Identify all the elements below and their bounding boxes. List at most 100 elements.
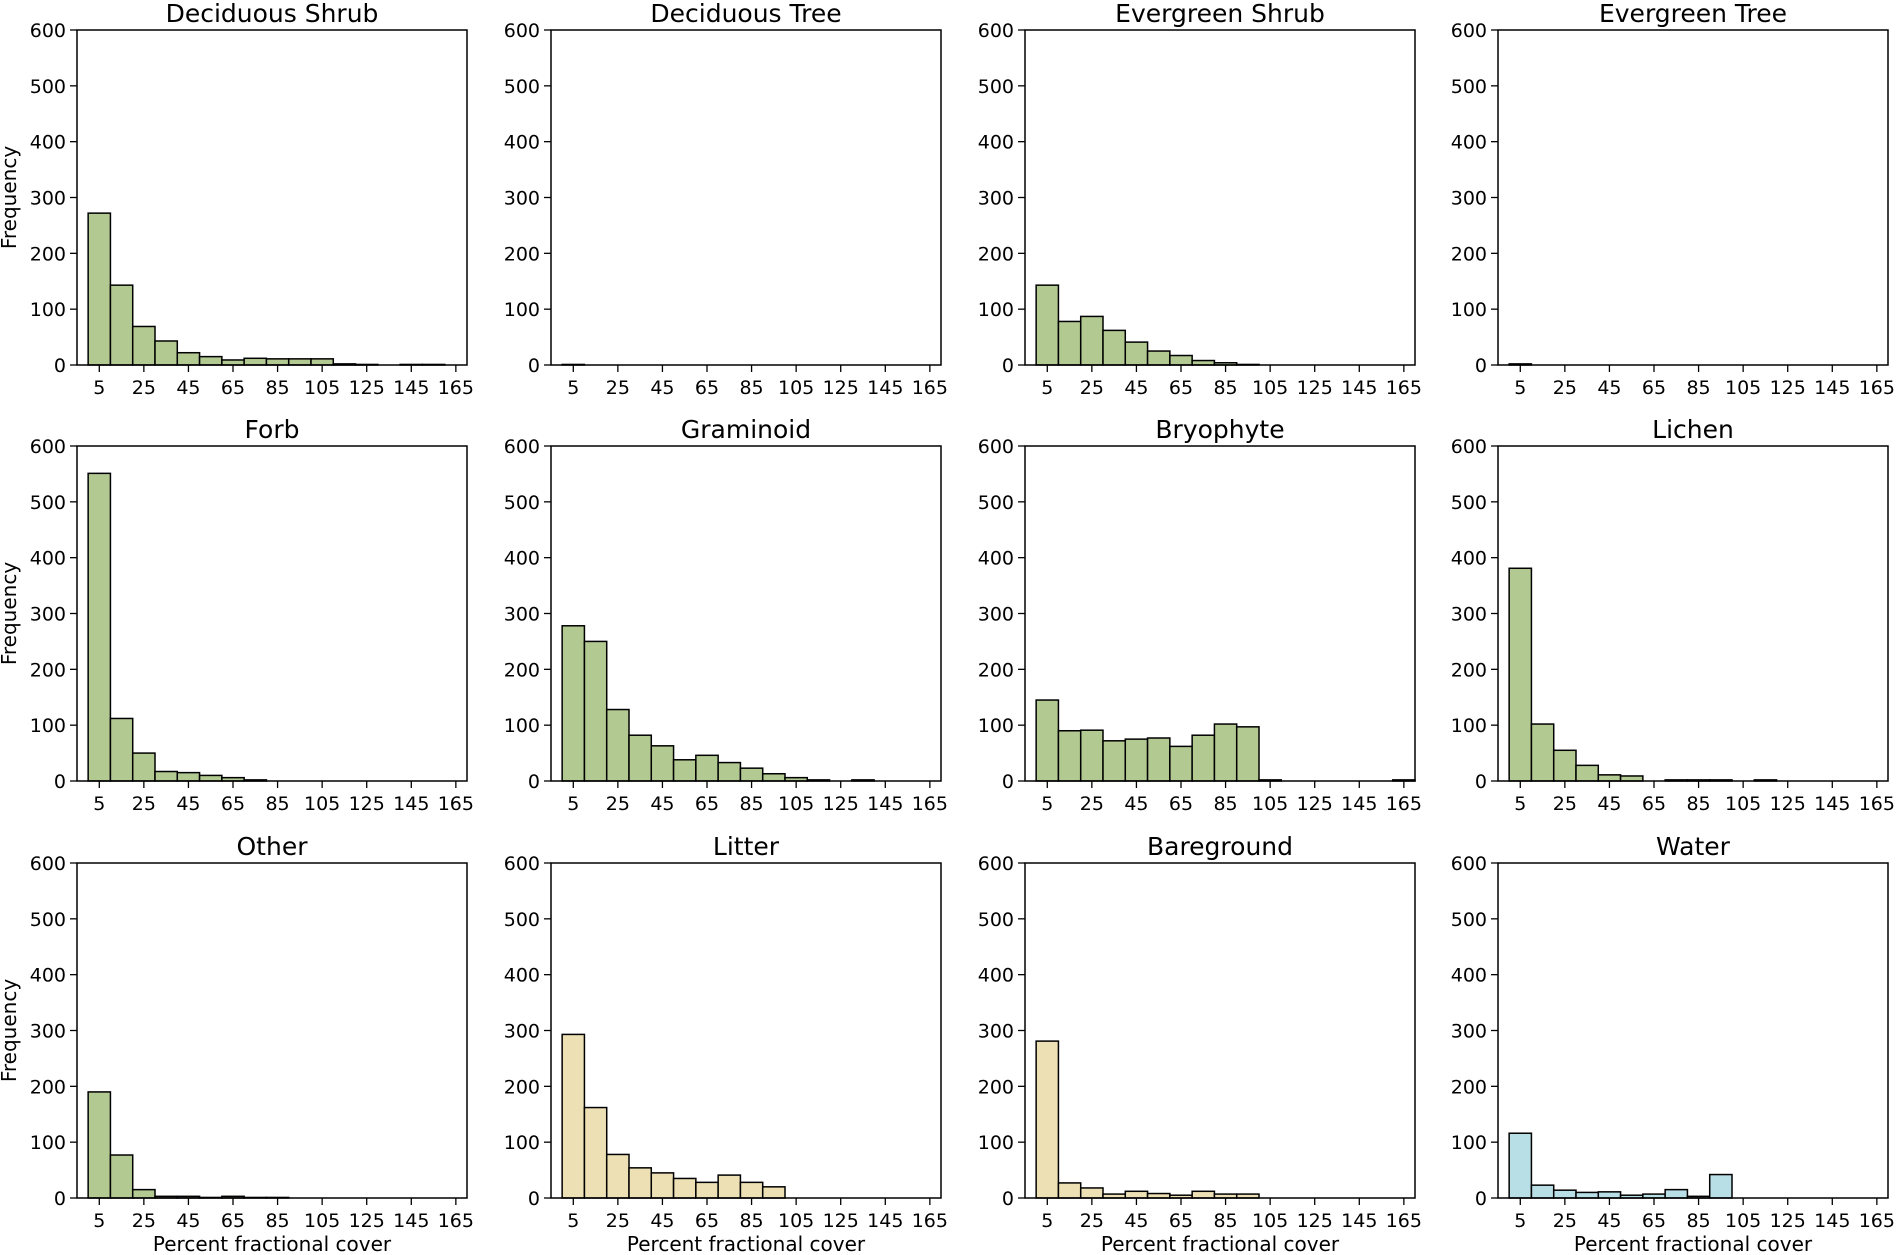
lichen-ytick-label: 300 bbox=[1451, 604, 1487, 626]
evergreen-shrub-xtick-label: 65 bbox=[1169, 377, 1193, 399]
forb-xtick-label: 105 bbox=[304, 793, 340, 815]
evergreen-tree-xtick-label: 125 bbox=[1770, 377, 1806, 399]
litter-xtick-label: 5 bbox=[567, 1210, 579, 1232]
litter-xtick-label: 25 bbox=[606, 1210, 630, 1232]
deciduous-shrub-ylabel: Frequency bbox=[0, 146, 21, 249]
other-xlabel: Percent fractional cover bbox=[153, 1232, 392, 1255]
water-ytick-label: 200 bbox=[1451, 1076, 1487, 1098]
litter-xtick-label: 145 bbox=[867, 1210, 903, 1232]
bryophyte-ytick-label: 500 bbox=[978, 492, 1014, 514]
lichen-ytick-label: 100 bbox=[1451, 715, 1487, 737]
other-xtick-label: 145 bbox=[393, 1210, 429, 1232]
evergreen-shrub-ytick-label: 300 bbox=[978, 188, 1014, 210]
evergreen-shrub-ytick-label: 600 bbox=[978, 20, 1014, 42]
other-bar-2 bbox=[131, 1188, 156, 1199]
evergreen-shrub-bar-4 bbox=[1124, 341, 1149, 366]
other-bar-1 bbox=[109, 1154, 134, 1199]
water-ytick-label: 300 bbox=[1451, 1021, 1487, 1043]
lichen-bar-2 bbox=[1552, 749, 1577, 782]
graminoid-bar-9 bbox=[761, 772, 786, 782]
lichen-xtick-label: 5 bbox=[1514, 793, 1526, 815]
litter-bar-1 bbox=[583, 1106, 608, 1199]
deciduous-shrub-ytick-label: 0 bbox=[54, 355, 66, 377]
deciduous-shrub-ytick-label: 300 bbox=[30, 188, 66, 210]
deciduous-shrub-ytick-label: 600 bbox=[30, 20, 66, 42]
other-ytick-label: 200 bbox=[30, 1076, 66, 1098]
forb-bar-5 bbox=[198, 774, 223, 782]
bryophyte-xtick-label: 65 bbox=[1169, 793, 1193, 815]
evergreen-tree-ytick-label: 0 bbox=[1475, 355, 1487, 377]
water-ytick-label: 100 bbox=[1451, 1132, 1487, 1154]
lichen-xtick-label: 145 bbox=[1814, 793, 1850, 815]
deciduous-shrub-xtick-label: 125 bbox=[349, 377, 385, 399]
other-ytick-label: 300 bbox=[30, 1021, 66, 1043]
evergreen-shrub-xtick-label: 5 bbox=[1041, 377, 1053, 399]
panel-bryophyte: 0 100 200 300 400 500 600 5 25 45 65 85 105 125 145 165… bbox=[978, 415, 1422, 815]
other-xtick-label: 125 bbox=[349, 1210, 385, 1232]
litter-xtick-label: 65 bbox=[695, 1210, 719, 1232]
panel-forb: 0 100 200 300 400 500 600 5 25 45 65 85 105 125 145 165… bbox=[0, 415, 474, 815]
litter-xtick-label: 125 bbox=[823, 1210, 859, 1232]
forb-xtick-label: 85 bbox=[265, 793, 289, 815]
deciduous-shrub-title: Deciduous Shrub bbox=[166, 0, 379, 28]
litter-xtick-label: 105 bbox=[778, 1210, 814, 1232]
bryophyte-ytick-label: 0 bbox=[1002, 771, 1014, 793]
lichen-xtick-label: 65 bbox=[1642, 793, 1666, 815]
water-bar-7 bbox=[1664, 1188, 1689, 1199]
litter-title: Litter bbox=[713, 832, 780, 861]
other-xtick-label: 65 bbox=[221, 1210, 245, 1232]
panel-litter: 0 100 200 300 400 500 600 5 25 45 65 85 105 125 145 165… bbox=[504, 832, 948, 1255]
other-axes-frame bbox=[76, 862, 468, 1199]
deciduous-shrub-xtick-label: 85 bbox=[265, 377, 289, 399]
deciduous-shrub-axes-frame bbox=[76, 29, 468, 366]
evergreen-shrub-ytick-label: 400 bbox=[978, 132, 1014, 154]
lichen-title: Lichen bbox=[1652, 415, 1734, 444]
deciduous-tree-title: Deciduous Tree bbox=[650, 0, 841, 28]
deciduous-shrub-xtick-label: 165 bbox=[438, 377, 474, 399]
lichen-bar-4 bbox=[1597, 774, 1622, 782]
deciduous-shrub-bar-4 bbox=[176, 351, 201, 366]
lichen-bar-0 bbox=[1508, 567, 1533, 782]
deciduous-shrub-bar-7 bbox=[243, 357, 268, 366]
deciduous-shrub-xtick-label: 25 bbox=[132, 377, 156, 399]
forb-ytick-label: 200 bbox=[30, 659, 66, 681]
litter-axes-frame bbox=[550, 862, 942, 1199]
forb-title: Forb bbox=[245, 415, 300, 444]
bryophyte-bar-3 bbox=[1102, 740, 1127, 782]
other-ytick-label: 0 bbox=[54, 1188, 66, 1210]
forb-ytick-label: 100 bbox=[30, 715, 66, 737]
panel-evergreen-shrub: 0 100 200 300 400 500 600 5 25 45 65 85 105 125 145 165… bbox=[978, 0, 1422, 399]
litter-ytick-label: 200 bbox=[504, 1076, 540, 1098]
litter-xtick-label: 45 bbox=[650, 1210, 674, 1232]
panel-lichen: 0 100 200 300 400 500 600 5 25 45 65 85 105 125 145 165… bbox=[1451, 415, 1895, 815]
water-ytick-label: 400 bbox=[1451, 965, 1487, 987]
bryophyte-ytick-label: 200 bbox=[978, 659, 1014, 681]
bareground-ytick-label: 600 bbox=[978, 853, 1014, 875]
bareground-xtick-label: 65 bbox=[1169, 1210, 1193, 1232]
evergreen-tree-xtick-label: 25 bbox=[1553, 377, 1577, 399]
other-xtick-label: 165 bbox=[438, 1210, 474, 1232]
evergreen-shrub-bar-6 bbox=[1169, 354, 1193, 366]
other-xtick-label: 85 bbox=[265, 1210, 289, 1232]
litter-ytick-label: 300 bbox=[504, 1021, 540, 1043]
bareground-xtick-label: 85 bbox=[1213, 1210, 1237, 1232]
evergreen-tree-xtick-label: 105 bbox=[1725, 377, 1761, 399]
deciduous-tree-ytick-label: 300 bbox=[504, 188, 540, 210]
litter-ytick-label: 100 bbox=[504, 1132, 540, 1154]
bryophyte-ytick-label: 600 bbox=[978, 436, 1014, 458]
other-ytick-label: 600 bbox=[30, 853, 66, 875]
forb-ytick-label: 600 bbox=[30, 436, 66, 458]
litter-xtick-label: 85 bbox=[739, 1210, 763, 1232]
graminoid-xtick-label: 45 bbox=[650, 793, 674, 815]
evergreen-shrub-xtick-label: 105 bbox=[1252, 377, 1288, 399]
other-xtick-label: 5 bbox=[93, 1210, 105, 1232]
lichen-xtick-label: 45 bbox=[1597, 793, 1621, 815]
water-bar-0 bbox=[1508, 1132, 1533, 1199]
litter-ytick-label: 400 bbox=[504, 965, 540, 987]
litter-ytick-label: 600 bbox=[504, 853, 540, 875]
deciduous-shrub-xtick-label: 65 bbox=[221, 377, 245, 399]
forb-xtick-label: 5 bbox=[93, 793, 105, 815]
bryophyte-bar-6 bbox=[1169, 745, 1193, 782]
water-xtick-label: 65 bbox=[1642, 1210, 1666, 1232]
forb-bar-1 bbox=[109, 717, 134, 782]
